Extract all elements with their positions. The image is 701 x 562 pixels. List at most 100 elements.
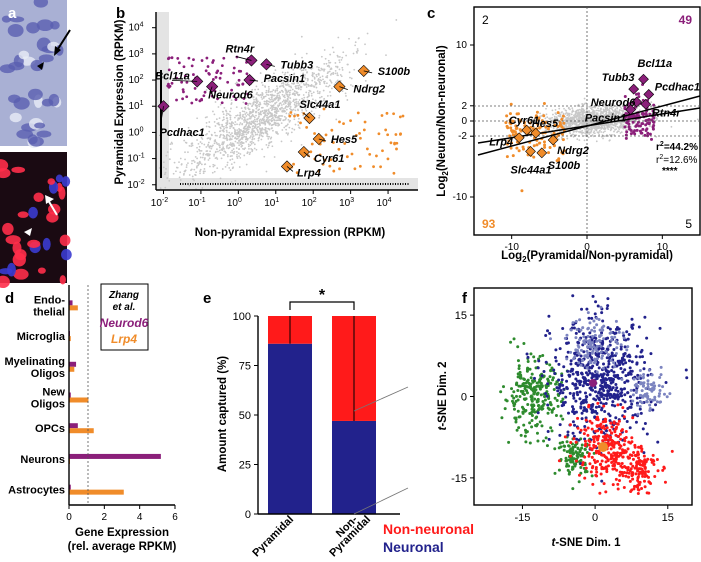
c-y-tick-label: 2 xyxy=(461,101,467,112)
b-gene-point xyxy=(286,71,289,74)
b-gene-point xyxy=(276,119,279,122)
b-gene-point xyxy=(295,87,297,90)
b-gene-point xyxy=(263,102,266,105)
f-cell-point xyxy=(607,451,611,455)
c-neuronal-point xyxy=(635,128,639,132)
b-gene-point xyxy=(275,85,278,88)
f-cell-point xyxy=(524,408,528,412)
f-cell-point xyxy=(601,319,605,323)
f-cell-point xyxy=(645,400,649,404)
f-cell-point xyxy=(568,391,572,395)
b-gene-point xyxy=(266,130,268,133)
b-gene-point xyxy=(340,75,343,78)
b-gene-point xyxy=(304,68,307,71)
f-cell-point xyxy=(647,368,651,372)
micrograph-cell xyxy=(46,212,59,223)
b-gene-point xyxy=(226,153,229,156)
c-gene-point xyxy=(638,109,641,112)
c-gene-point xyxy=(598,100,600,103)
f-cell-point xyxy=(574,399,578,403)
f-cell-point xyxy=(646,379,650,383)
b-gene-point xyxy=(315,102,318,104)
b-gene-point xyxy=(233,116,236,119)
f-cell-point xyxy=(567,411,571,415)
f-cell-point xyxy=(572,326,576,330)
f-cell-point xyxy=(562,365,566,369)
b-gene-point xyxy=(290,67,293,70)
f-cell-point xyxy=(578,390,582,394)
b-gene-point xyxy=(283,96,286,99)
b-gene-point xyxy=(366,32,369,35)
c-gene-point xyxy=(602,124,605,126)
f-cell-point xyxy=(641,384,645,388)
b-gene-point xyxy=(251,138,254,141)
b-gene-point xyxy=(365,53,367,56)
f-cell-point xyxy=(586,311,590,315)
b-gene-point xyxy=(256,118,258,121)
c-gene-point xyxy=(665,110,668,113)
b-neuronal-point xyxy=(204,69,208,73)
c-non-neuronal-point xyxy=(536,122,540,126)
b-gene-point xyxy=(222,147,225,150)
d-x-axis-label-1: Gene Expression xyxy=(75,527,169,539)
b-gene-point xyxy=(221,124,224,126)
b-gene-point xyxy=(341,90,344,93)
b-gene-label: Neurod6 xyxy=(208,90,254,102)
b-x-tick-label: 10-1 xyxy=(188,197,205,209)
d-x-axis-label-2: (rel. average RPKM) xyxy=(68,541,177,553)
f-cell-point xyxy=(610,354,614,358)
b-gene-point xyxy=(309,84,312,87)
f-cell-point xyxy=(518,395,522,399)
f-cell-point xyxy=(537,406,541,410)
f-cell-point xyxy=(605,397,609,401)
b-gene-point xyxy=(315,82,318,84)
c-non-neuronal-point xyxy=(542,114,546,118)
b-gene-point xyxy=(257,88,260,91)
c-gene-point xyxy=(555,116,558,119)
micrograph-cell xyxy=(42,237,51,251)
triangle-marker-icon xyxy=(37,62,44,70)
c-quadrant-count-2: 2 xyxy=(482,13,489,27)
b-gene-point xyxy=(266,133,269,136)
c-gene-label: Tubb3 xyxy=(602,72,635,84)
f-cell-point xyxy=(574,319,578,323)
f-cell-point xyxy=(522,423,526,427)
f-cell-point xyxy=(566,430,570,434)
b-gene-point xyxy=(300,69,303,72)
c-neuronal-point xyxy=(652,116,656,120)
b-gene-point xyxy=(216,148,218,151)
c-gene-point xyxy=(564,125,567,127)
f-cell-point xyxy=(631,326,635,330)
b-gene-point xyxy=(223,127,226,130)
e-y-tick-label: 75 xyxy=(239,361,251,373)
b-gene-point xyxy=(269,137,272,140)
c-gene-point xyxy=(614,128,616,131)
f-cell-point xyxy=(627,332,631,336)
b-gene-point xyxy=(226,155,229,158)
b-gene-point xyxy=(328,70,331,73)
f-cell-point xyxy=(599,350,603,354)
f-cell-point xyxy=(548,400,552,404)
c-gene-point xyxy=(614,113,617,116)
panel-label-d: d xyxy=(5,290,14,307)
f-cell-point xyxy=(639,393,643,397)
b-gene-point xyxy=(284,81,287,84)
c-gene-point xyxy=(602,131,605,134)
b-gene-point xyxy=(219,103,222,106)
micrograph-cell xyxy=(0,268,13,275)
b-gene-point xyxy=(288,113,290,115)
f-cell-point xyxy=(589,470,593,474)
c-gene-point xyxy=(584,131,587,133)
f-cell-point xyxy=(609,421,613,425)
c-gene-point xyxy=(558,107,561,110)
b-gene-point xyxy=(229,127,231,130)
b-gene-point xyxy=(285,79,288,81)
c-gene-point xyxy=(563,107,565,110)
f-cell-point xyxy=(610,335,614,339)
b-gene-point xyxy=(201,134,204,137)
f-cell-point xyxy=(588,359,592,363)
f-cell-point xyxy=(607,384,611,388)
f-cell-point xyxy=(544,360,548,364)
f-cell-point xyxy=(588,446,592,450)
f-cell-point xyxy=(602,397,606,401)
